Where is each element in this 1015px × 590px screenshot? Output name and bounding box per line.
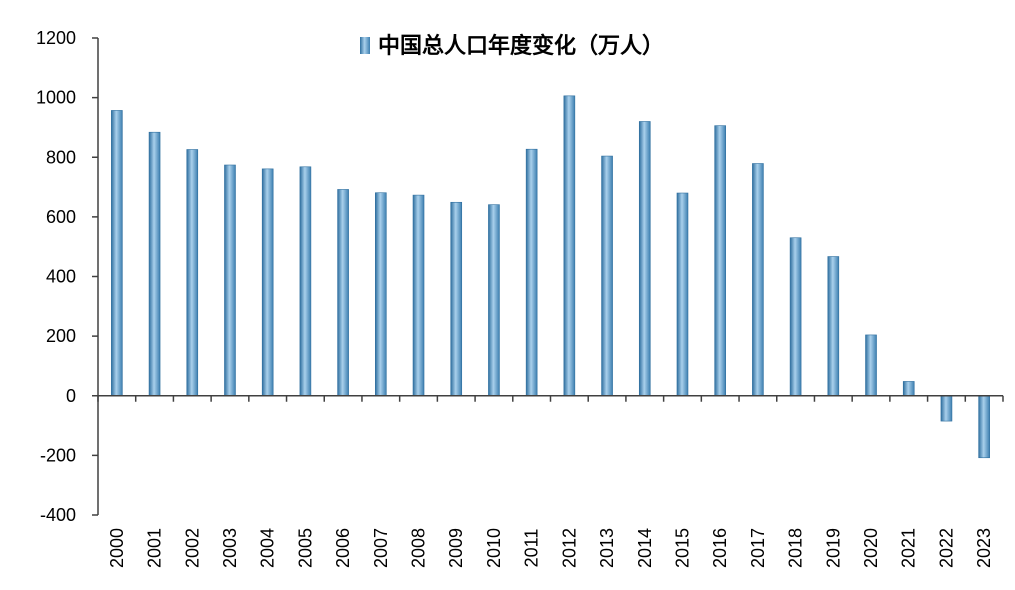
x-tick-label: 2021 <box>899 528 919 568</box>
x-tick-label: 2004 <box>258 528 278 568</box>
bar-2021 <box>902 381 915 397</box>
x-tick-label: 2002 <box>182 528 202 568</box>
y-tick-label: 800 <box>46 147 76 167</box>
bar-2006 <box>337 189 349 397</box>
bar-2019 <box>827 256 840 397</box>
bar-2005 <box>299 166 312 397</box>
bar-2015 <box>676 192 689 397</box>
y-tick-label: -200 <box>40 445 76 465</box>
bar-2011 <box>525 148 538 397</box>
y-tick-label: 0 <box>66 386 76 406</box>
x-tick-label: 2000 <box>107 528 127 568</box>
x-axis: 2000 2001 2002 2003 2004 2005 2006 2007 2008 2009… <box>97 395 1004 568</box>
bar-2013 <box>601 155 613 397</box>
x-tick-label: 2022 <box>936 528 956 568</box>
x-tick-label: 2014 <box>635 528 655 568</box>
x-tick-label: 2013 <box>597 528 617 568</box>
bar-2003 <box>224 164 236 397</box>
bar-2012 <box>563 95 576 397</box>
bar-2017 <box>752 163 764 397</box>
legend-label: 中国总人口年度变化（万人） <box>378 33 664 59</box>
bar-2018 <box>789 237 802 397</box>
x-tick-label: 2005 <box>295 528 315 568</box>
y-tick-label: -400 <box>40 505 76 525</box>
y-tick-label: 1200 <box>36 28 76 48</box>
bar-2001 <box>148 131 161 397</box>
x-tick-label: 2017 <box>748 528 768 568</box>
bar-2009 <box>450 201 463 397</box>
x-tick-label: 2009 <box>446 528 466 568</box>
x-tick-label: 2019 <box>823 528 843 568</box>
y-tick-label: 1000 <box>36 88 76 108</box>
bars <box>111 95 990 459</box>
y-tick-label: 600 <box>46 207 76 227</box>
bar-2010 <box>488 204 500 397</box>
x-tick-label: 2011 <box>522 529 542 568</box>
x-tick-label: 2012 <box>559 528 579 568</box>
x-tick-label: 2018 <box>786 528 806 568</box>
bar-2014 <box>638 121 651 397</box>
x-tick-label: 2010 <box>484 528 504 568</box>
y-axis: 1200 1000 800 600 400 200 0 -200 -400 <box>36 28 99 525</box>
x-tick-label: 2001 <box>145 528 165 568</box>
x-tick-label: 2023 <box>974 528 994 568</box>
bar-2022 <box>940 395 953 422</box>
x-tick-label: 2003 <box>220 528 240 568</box>
legend-swatch <box>360 37 370 54</box>
bar-2020 <box>865 334 877 397</box>
bar-2016 <box>714 125 726 397</box>
bar-2000 <box>111 110 123 397</box>
bar-2004 <box>261 168 274 397</box>
x-tick-label: 2015 <box>672 528 692 568</box>
x-tick-label: 2006 <box>333 528 353 568</box>
x-tick-label: 2020 <box>861 528 881 568</box>
bar-2008 <box>412 194 425 397</box>
bar-2023 <box>978 395 990 459</box>
y-tick-label: 200 <box>46 326 76 346</box>
x-tick-label: 2016 <box>710 528 730 568</box>
legend: 中国总人口年度变化（万人） <box>360 33 664 59</box>
x-tick-label: 2007 <box>371 528 391 568</box>
y-tick-label: 400 <box>46 267 76 287</box>
bar-2002 <box>186 149 199 397</box>
bar-2007 <box>375 192 387 397</box>
x-tick-label: 2008 <box>409 528 429 568</box>
